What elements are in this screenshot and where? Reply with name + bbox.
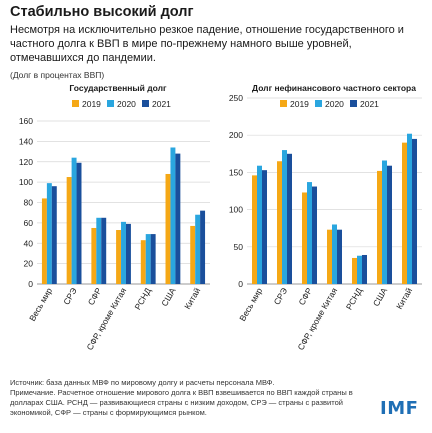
- legend-swatch-2020: [315, 100, 322, 107]
- legend-swatch-2019: [72, 100, 79, 107]
- x-tick-label: СРЭ: [272, 286, 290, 307]
- source-note: Источник: база данных МВФ по мировому до…: [10, 378, 275, 387]
- bar-2019-0: [252, 175, 257, 284]
- footnotes: Источник: база данных МВФ по мировому до…: [10, 378, 360, 418]
- bar-2020-6: [195, 214, 201, 284]
- bar-2021-4: [150, 234, 156, 284]
- y-tick-label: 40: [24, 238, 34, 248]
- x-tick-label: СФР: [296, 286, 314, 307]
- bar-2020-6: [407, 133, 412, 284]
- y-tick-label: 200: [229, 130, 243, 140]
- bar-2019-0: [41, 198, 47, 284]
- bar-2021-5: [387, 165, 392, 284]
- bar-2020-0: [257, 165, 262, 284]
- bar-2021-0: [51, 186, 57, 284]
- y-tick-label: 100: [229, 205, 243, 215]
- x-tick-label: РСНД: [132, 286, 153, 312]
- legend-label-2021: 2021: [152, 99, 171, 109]
- page-subtitle: Несмотря на исключительно резкое падение…: [10, 24, 404, 64]
- legend-swatch-2019: [280, 100, 287, 107]
- bar-2020-5: [382, 160, 387, 284]
- bar-2020-1: [71, 157, 77, 284]
- y-tick-label: 0: [28, 279, 33, 289]
- units-note: (Долг в процентах ВВП): [10, 70, 105, 80]
- bar-2021-6: [200, 210, 206, 284]
- bar-2021-4: [362, 254, 367, 284]
- y-tick-label: 60: [24, 218, 34, 228]
- bar-2019-1: [277, 161, 282, 284]
- bar-2021-1: [76, 162, 82, 284]
- legend-swatch-2021: [142, 100, 149, 107]
- chart-title: Государственный долг: [69, 83, 167, 93]
- x-tick-label: РСНД: [344, 286, 365, 312]
- bar-2019-1: [66, 177, 72, 284]
- bar-2019-2: [302, 192, 307, 284]
- bar-2021-5: [175, 153, 181, 284]
- y-tick-label: 0: [238, 279, 243, 289]
- charts-canvas: Государственный долг 2019 2020 2021 0 20 40 60 8…: [19, 83, 422, 352]
- bar-2019-3: [327, 229, 332, 284]
- bar-2019-2: [91, 227, 97, 284]
- x-tick-label: Весь мир: [27, 286, 54, 323]
- bar-2020-2: [96, 217, 102, 284]
- legend-label-2019: 2019: [290, 99, 309, 109]
- x-tick-label: СРЭ: [61, 286, 79, 307]
- y-tick-label: 140: [19, 136, 33, 146]
- bar-2020-3: [332, 224, 337, 284]
- bar-2020-4: [357, 255, 362, 284]
- x-tick-label: США: [371, 286, 390, 308]
- bar-2021-6: [412, 138, 417, 284]
- y-tick-label: 20: [24, 259, 34, 269]
- bar-2019-5: [165, 173, 171, 284]
- bar-2021-3: [125, 223, 131, 284]
- bar-2020-5: [170, 147, 176, 284]
- bar-2021-1: [287, 153, 292, 284]
- x-tick-label: США: [159, 286, 178, 308]
- x-tick-label: Весь мир: [237, 286, 264, 323]
- bar-2021-2: [312, 186, 317, 284]
- bar-2019-5: [377, 170, 382, 284]
- bar-2020-0: [46, 183, 52, 284]
- bar-2021-2: [101, 217, 107, 284]
- legend-swatch-2021: [350, 100, 357, 107]
- bar-2020-3: [121, 221, 126, 284]
- y-tick-label: 50: [234, 242, 244, 252]
- imf-logo: IMF: [380, 398, 419, 419]
- bar-2019-4: [352, 257, 357, 284]
- legend-label-2020: 2020: [325, 99, 344, 109]
- explanatory-note: Примечание. Расчетное отношение мирового…: [10, 388, 353, 417]
- y-tick-label: 80: [24, 198, 34, 208]
- chart-title: Долг нефинансового частного сектора: [252, 83, 416, 93]
- bar-2019-4: [140, 240, 146, 284]
- y-tick-label: 160: [19, 116, 33, 126]
- bar-2020-2: [307, 182, 312, 284]
- legend-label-2019: 2019: [82, 99, 101, 109]
- bar-2019-6: [190, 225, 196, 284]
- x-tick-label: СФР: [86, 286, 104, 307]
- bar-2019-3: [116, 230, 122, 284]
- bar-2021-3: [337, 229, 342, 284]
- bar-2019-6: [402, 142, 407, 284]
- bar-2020-4: [145, 234, 151, 284]
- y-tick-label: 150: [229, 167, 243, 177]
- legend-label-2021: 2021: [360, 99, 379, 109]
- legend-swatch-2020: [107, 100, 114, 107]
- page-title: Стабильно высокий долг: [10, 4, 194, 20]
- bar-2021-0: [262, 170, 267, 284]
- x-tick-label: Китай: [394, 286, 414, 311]
- y-tick-label: 100: [19, 177, 33, 187]
- y-tick-label: 250: [229, 93, 243, 103]
- legend-label-2020: 2020: [117, 99, 136, 109]
- x-tick-label: Китай: [182, 286, 202, 311]
- bar-2020-1: [282, 150, 287, 284]
- y-tick-label: 120: [19, 157, 33, 167]
